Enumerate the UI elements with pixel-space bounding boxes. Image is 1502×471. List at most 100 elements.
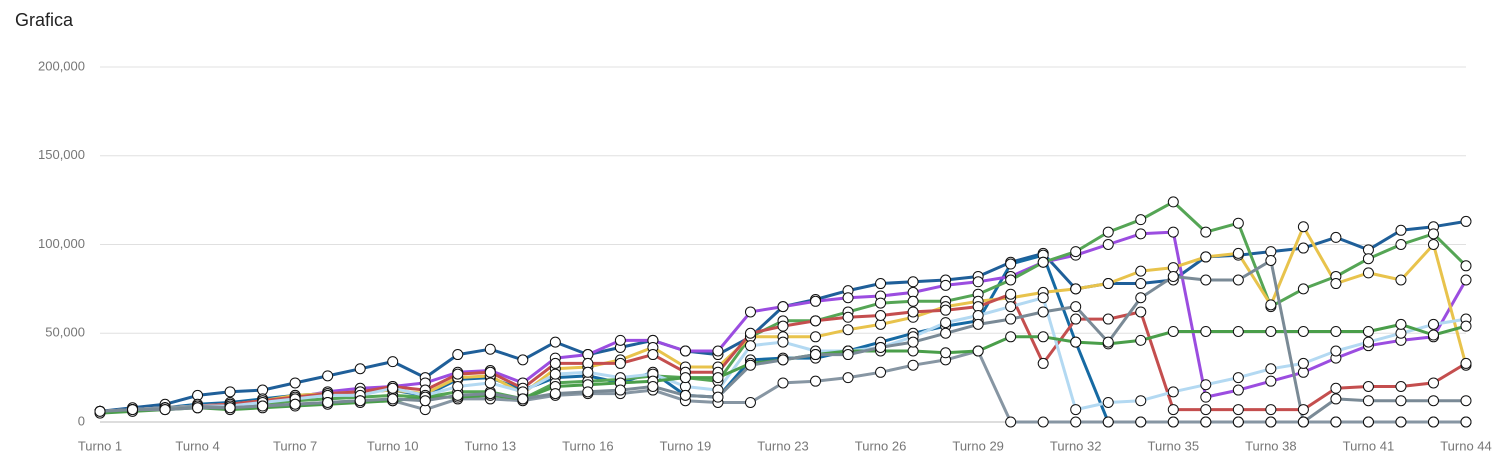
point xyxy=(777,377,789,389)
point xyxy=(1037,416,1049,428)
point xyxy=(777,301,789,313)
x-tick-label: Turno 16 xyxy=(562,438,614,453)
point xyxy=(744,306,756,318)
point xyxy=(1005,301,1017,313)
y-tick-label: 100,000 xyxy=(38,236,85,251)
chart-title: Grafica xyxy=(15,10,74,30)
point xyxy=(810,315,822,327)
point xyxy=(744,396,756,408)
point xyxy=(1330,382,1342,394)
x-tick-label: Turno 26 xyxy=(855,438,907,453)
point xyxy=(517,393,529,405)
point xyxy=(1460,215,1472,227)
point xyxy=(582,366,594,378)
point xyxy=(1395,274,1407,286)
point xyxy=(1297,242,1309,254)
point xyxy=(224,402,236,414)
point xyxy=(1070,301,1082,313)
point xyxy=(810,295,822,307)
point xyxy=(1070,416,1082,428)
point xyxy=(1232,384,1244,396)
point xyxy=(1427,416,1439,428)
point xyxy=(1297,221,1309,233)
point xyxy=(1070,313,1082,325)
point xyxy=(1135,292,1147,304)
point xyxy=(842,372,854,384)
point xyxy=(549,368,561,380)
point xyxy=(1200,391,1212,403)
x-tick-label: Turno 32 xyxy=(1050,438,1102,453)
point xyxy=(907,306,919,318)
point xyxy=(1265,299,1277,311)
point xyxy=(1232,325,1244,337)
point xyxy=(1135,395,1147,407)
point xyxy=(777,320,789,332)
point xyxy=(1330,278,1342,290)
point xyxy=(1460,260,1472,272)
point xyxy=(907,276,919,288)
grid xyxy=(100,66,1466,423)
point xyxy=(777,354,789,366)
point xyxy=(1427,239,1439,250)
point xyxy=(679,345,691,357)
point xyxy=(875,278,887,290)
point xyxy=(1297,357,1309,369)
point xyxy=(1135,278,1147,290)
point xyxy=(1460,395,1472,407)
x-tick-label: Turno 44 xyxy=(1440,438,1492,453)
point xyxy=(1395,239,1407,250)
point xyxy=(484,366,496,378)
point xyxy=(679,389,691,401)
point xyxy=(972,345,984,357)
point xyxy=(1362,267,1374,279)
point xyxy=(387,382,399,394)
point xyxy=(1037,331,1049,343)
point xyxy=(972,318,984,330)
point xyxy=(1037,306,1049,318)
point xyxy=(1395,318,1407,330)
x-tick-label: Turno 7 xyxy=(273,438,317,453)
point xyxy=(875,366,887,378)
point xyxy=(1167,416,1179,428)
point xyxy=(1362,381,1374,392)
point xyxy=(1070,246,1082,258)
point xyxy=(452,389,464,401)
point xyxy=(1265,375,1277,387)
point xyxy=(1330,416,1342,428)
point xyxy=(810,331,822,343)
y-tick-label: 200,000 xyxy=(38,58,85,73)
point xyxy=(1167,386,1179,398)
point xyxy=(1395,224,1407,236)
point xyxy=(517,354,529,366)
point xyxy=(1167,196,1179,208)
point xyxy=(1460,274,1472,286)
x-tick-label: Turno 19 xyxy=(660,438,712,453)
point xyxy=(1135,334,1147,346)
point xyxy=(1460,416,1472,428)
point xyxy=(1232,274,1244,286)
point xyxy=(1102,278,1114,290)
point xyxy=(1297,416,1309,428)
point xyxy=(1330,325,1342,337)
x-tick-label: Turno 29 xyxy=(952,438,1004,453)
point xyxy=(1167,226,1179,238)
point xyxy=(647,349,659,361)
point xyxy=(1460,357,1472,369)
point xyxy=(1070,283,1082,295)
point xyxy=(1265,363,1277,375)
point xyxy=(354,363,366,375)
point xyxy=(907,359,919,371)
point xyxy=(1265,416,1277,428)
point xyxy=(452,349,464,361)
point xyxy=(1362,395,1374,407)
point xyxy=(1200,416,1212,428)
point xyxy=(549,336,561,348)
point xyxy=(1200,379,1212,391)
point xyxy=(289,377,301,389)
point xyxy=(712,391,724,403)
point xyxy=(1167,270,1179,282)
axis-labels: 0 50,000 100,000 150,000 200,000 Turno 1 Turno… xyxy=(38,58,1492,453)
point xyxy=(257,400,269,412)
point xyxy=(842,349,854,361)
